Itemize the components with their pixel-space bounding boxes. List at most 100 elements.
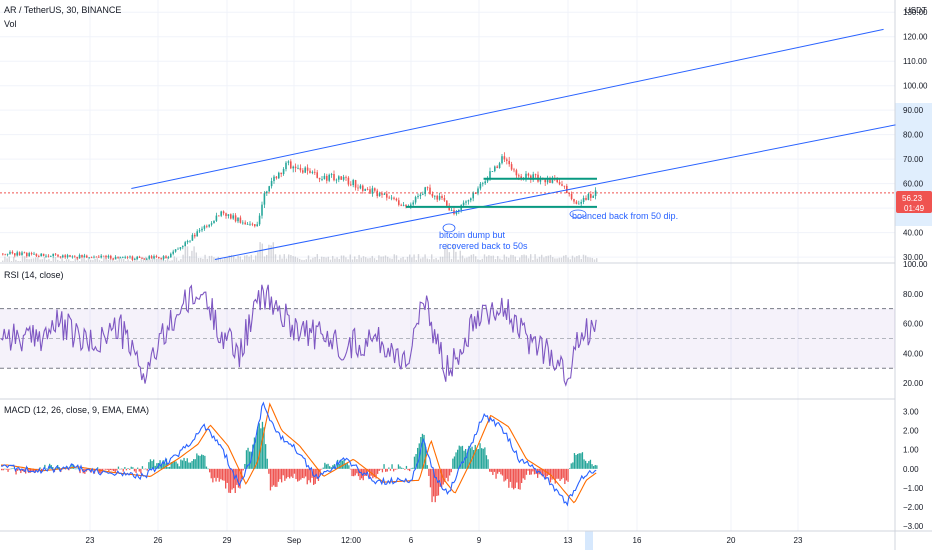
macd-histogram-bar bbox=[292, 468, 294, 479]
volume-bar bbox=[411, 257, 413, 262]
candle-down bbox=[158, 257, 160, 259]
volume-bar bbox=[101, 261, 103, 262]
macd-histogram-bar bbox=[140, 468, 142, 474]
macd-histogram-bar bbox=[474, 444, 476, 469]
volume-bar bbox=[131, 261, 134, 262]
note-dump-line1[interactable]: bitcoin dump but bbox=[439, 230, 506, 240]
candle-up bbox=[100, 255, 102, 258]
note-bounce-marker[interactable] bbox=[569, 209, 587, 219]
volume-bar bbox=[580, 258, 582, 262]
macd-histogram-bar bbox=[161, 464, 163, 469]
macd-histogram-bar bbox=[381, 468, 384, 473]
price-tick-label: 100.00 bbox=[903, 82, 928, 91]
volume-bar bbox=[448, 252, 450, 262]
candle-down bbox=[568, 193, 570, 195]
macd-histogram-bar bbox=[226, 468, 228, 483]
volume-bar bbox=[26, 258, 28, 262]
candle-down bbox=[155, 256, 158, 258]
candle-up bbox=[237, 217, 239, 222]
candle-down bbox=[35, 253, 38, 257]
candle-down bbox=[86, 255, 88, 258]
macd-histogram-bar bbox=[28, 468, 30, 474]
note-dump-line2[interactable]: recovered back to 50s bbox=[439, 241, 528, 251]
macd-histogram-bar bbox=[469, 448, 472, 469]
volume-bar bbox=[367, 258, 369, 262]
note-bounce[interactable]: bounced back from 50 dip. bbox=[572, 211, 678, 221]
volume-bar bbox=[391, 258, 393, 262]
volume-bar bbox=[70, 261, 72, 262]
candle-down bbox=[357, 187, 359, 189]
macd-histogram-bar bbox=[364, 468, 366, 476]
macd-tick-label: 0.00 bbox=[903, 465, 919, 474]
macd-histogram-bar bbox=[351, 468, 353, 477]
macd-histogram-bar bbox=[17, 468, 19, 471]
volume-bar bbox=[268, 244, 270, 262]
time-axis-ticks: 23 26 29 Sep 12:00 6 9 13 16 20 23 bbox=[86, 536, 803, 545]
volume-bar bbox=[72, 261, 74, 262]
candle-up bbox=[220, 211, 222, 216]
macd-histogram-bar bbox=[399, 466, 401, 469]
trendline-2[interactable] bbox=[214, 124, 896, 261]
candle-down bbox=[386, 193, 388, 198]
trendline-1[interactable] bbox=[131, 28, 884, 190]
macd-histogram-bar bbox=[223, 468, 225, 481]
volume-bars bbox=[2, 242, 598, 262]
volume-bar bbox=[556, 258, 558, 262]
candle-down bbox=[138, 256, 141, 258]
macd-histogram-bar bbox=[346, 462, 348, 469]
macd-histogram-bar bbox=[201, 454, 203, 469]
volume-bar bbox=[514, 256, 516, 262]
candle-up bbox=[71, 256, 74, 258]
macd-histogram-bar bbox=[202, 455, 204, 469]
macd-histogram-bar bbox=[412, 467, 414, 469]
horizontal-levels[interactable] bbox=[405, 177, 597, 208]
macd-histogram-bar bbox=[148, 462, 150, 469]
macd-histogram-bar bbox=[167, 467, 169, 469]
macd-histogram-bar bbox=[114, 468, 116, 473]
macd-histogram-bar bbox=[506, 468, 508, 479]
macd-histogram-bar bbox=[257, 426, 259, 469]
macd-histogram-bar bbox=[4, 468, 6, 470]
candle-down bbox=[11, 251, 14, 254]
annotation-marks[interactable] bbox=[442, 209, 587, 233]
macd-histogram-bar bbox=[530, 468, 532, 475]
note-dump-marker[interactable] bbox=[442, 223, 456, 233]
candle-down bbox=[141, 257, 143, 259]
candle-down bbox=[18, 252, 21, 256]
volume-bar bbox=[431, 254, 433, 262]
volume-bar bbox=[516, 259, 519, 262]
volume-bar bbox=[261, 243, 263, 262]
candle-up bbox=[342, 176, 345, 180]
volume-bar bbox=[35, 257, 37, 262]
macd-histogram-bar bbox=[233, 468, 235, 489]
macd-histogram-bar bbox=[309, 468, 312, 483]
macd-histogram-bar bbox=[492, 468, 494, 475]
macd-tick-label: −2.00 bbox=[903, 503, 924, 512]
candle-down bbox=[57, 254, 59, 257]
macd-histogram-bar bbox=[298, 468, 300, 481]
candle-down bbox=[563, 185, 566, 187]
macd-histogram-bar bbox=[373, 468, 376, 478]
candle-down bbox=[520, 176, 522, 179]
macd-histogram-bar bbox=[132, 467, 134, 469]
candle-up bbox=[287, 161, 290, 163]
volume-bar bbox=[483, 254, 486, 262]
volume-bar bbox=[46, 259, 48, 262]
candle-up bbox=[21, 252, 23, 256]
candle-up bbox=[186, 240, 189, 243]
macd-histogram-bar bbox=[428, 468, 430, 476]
macd-histogram-bar bbox=[153, 459, 155, 469]
macd-histogram-bar bbox=[276, 468, 278, 487]
candle-down bbox=[302, 170, 304, 173]
macd-histogram-bar bbox=[146, 468, 148, 471]
volume-bar bbox=[215, 258, 217, 262]
trendlines[interactable] bbox=[131, 28, 896, 261]
candle-up bbox=[594, 190, 597, 197]
candle-up bbox=[498, 163, 501, 168]
volume-bar bbox=[120, 258, 123, 262]
macd-histogram-bar bbox=[221, 468, 224, 481]
volume-bar bbox=[224, 257, 226, 262]
candle-down bbox=[443, 197, 446, 201]
volume-bar bbox=[494, 259, 497, 262]
